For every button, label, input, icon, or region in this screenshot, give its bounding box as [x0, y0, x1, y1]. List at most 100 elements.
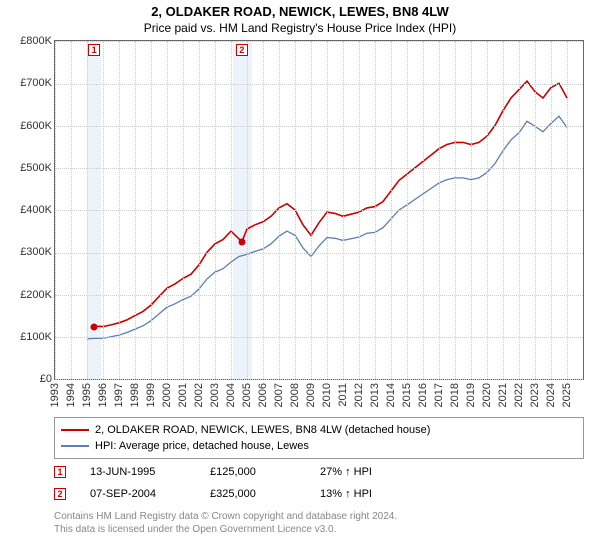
x-tick-label: 2010 — [321, 383, 333, 407]
sale-marker: 1 — [88, 44, 100, 56]
x-tick-label: 2004 — [225, 383, 237, 407]
grid-line — [231, 41, 232, 379]
grid-line — [247, 41, 248, 379]
y-tick-label: £600K — [2, 120, 52, 132]
x-tick-label: 2001 — [177, 383, 189, 407]
grid-line — [119, 41, 120, 379]
grid-line — [199, 41, 200, 379]
sale-price: £125,000 — [210, 466, 320, 478]
x-tick-label: 1997 — [113, 383, 125, 407]
grid-line — [71, 41, 72, 379]
sale-row: 2 07-SEP-2004£325,00013% ↑ HPI — [54, 483, 440, 505]
grid-line — [343, 41, 344, 379]
x-tick-label: 1999 — [145, 383, 157, 407]
sale-row: 1 13-JUN-1995£125,00027% ↑ HPI — [54, 461, 440, 483]
sale-date: 07-SEP-2004 — [90, 488, 210, 500]
sale-price: £325,000 — [210, 488, 320, 500]
x-tick-label: 2000 — [161, 383, 173, 407]
grid-line — [519, 41, 520, 379]
grid-line — [183, 41, 184, 379]
x-tick-label: 2016 — [417, 383, 429, 407]
grid-line — [487, 41, 488, 379]
grid-line — [167, 41, 168, 379]
legend-label: 2, OLDAKER ROAD, NEWICK, LEWES, BN8 4LW … — [95, 424, 430, 436]
grid-line — [151, 41, 152, 379]
sales-table: 1 13-JUN-1995£125,00027% ↑ HPI 2 07-SEP-200… — [54, 461, 440, 505]
sale-marker-icon: 2 — [54, 488, 66, 500]
grid-line — [391, 41, 392, 379]
x-tick-label: 2014 — [385, 383, 397, 407]
chart-plot-area: 12 — [54, 40, 584, 380]
legend-box: 2, OLDAKER ROAD, NEWICK, LEWES, BN8 4LW … — [54, 417, 584, 459]
sale-point-dot — [91, 323, 98, 330]
chart-title: 2, OLDAKER ROAD, NEWICK, LEWES, BN8 4LW — [0, 0, 600, 21]
x-tick-label: 1998 — [129, 383, 141, 407]
x-tick-label: 2021 — [497, 383, 509, 407]
grid-line — [215, 41, 216, 379]
grid-line — [455, 41, 456, 379]
x-tick-label: 2008 — [289, 383, 301, 407]
y-tick-label: £700K — [2, 77, 52, 89]
grid-line — [279, 41, 280, 379]
footnote: Contains HM Land Registry data © Crown c… — [54, 511, 397, 536]
legend-item: HPI: Average price, detached house, Lewe… — [61, 438, 577, 454]
grid-line — [439, 41, 440, 379]
legend-swatch — [61, 429, 89, 431]
x-tick-label: 2022 — [513, 383, 525, 407]
x-tick-label: 2005 — [241, 383, 253, 407]
x-tick-label: 2007 — [273, 383, 285, 407]
x-tick-label: 2003 — [209, 383, 221, 407]
sale-point-dot — [238, 239, 245, 246]
grid-line — [407, 41, 408, 379]
grid-line — [423, 41, 424, 379]
grid-line — [55, 41, 56, 379]
grid-line — [551, 41, 552, 379]
legend-item: 2, OLDAKER ROAD, NEWICK, LEWES, BN8 4LW … — [61, 422, 577, 438]
sale-delta: 13% ↑ HPI — [320, 488, 440, 500]
x-tick-label: 2002 — [193, 383, 205, 407]
series-line — [94, 82, 567, 328]
grid-line — [295, 41, 296, 379]
x-tick-label: 2012 — [353, 383, 365, 407]
grid-line — [327, 41, 328, 379]
x-tick-label: 2017 — [433, 383, 445, 407]
x-tick-label: 2024 — [545, 383, 557, 407]
x-tick-label: 1994 — [65, 383, 77, 407]
legend-swatch — [61, 445, 89, 447]
x-tick-label: 2015 — [401, 383, 413, 407]
grid-line — [535, 41, 536, 379]
y-tick-label: £800K — [2, 35, 52, 47]
y-tick-label: £400K — [2, 204, 52, 216]
grid-line — [103, 41, 104, 379]
grid-line — [503, 41, 504, 379]
y-tick-label: £300K — [2, 246, 52, 258]
sale-marker-icon: 1 — [54, 466, 66, 478]
x-tick-label: 2006 — [257, 383, 269, 407]
chart-subtitle: Price paid vs. HM Land Registry's House … — [0, 21, 600, 41]
x-tick-label: 2009 — [305, 383, 317, 407]
sale-delta: 27% ↑ HPI — [320, 466, 440, 478]
x-tick-label: 2013 — [369, 383, 381, 407]
y-tick-label: £500K — [2, 162, 52, 174]
y-tick-label: £200K — [2, 289, 52, 301]
footnote-line: Contains HM Land Registry data © Crown c… — [54, 511, 397, 524]
grid-line — [375, 41, 376, 379]
grid-line — [567, 41, 568, 379]
x-tick-label: 2019 — [465, 383, 477, 407]
x-tick-label: 2025 — [561, 383, 573, 407]
x-tick-label: 2018 — [449, 383, 461, 407]
grid-line — [87, 41, 88, 379]
x-tick-label: 2011 — [337, 383, 349, 407]
x-tick-label: 1993 — [49, 383, 61, 407]
y-tick-label: £0 — [2, 373, 52, 385]
grid-line — [55, 379, 583, 380]
x-tick-label: 2023 — [529, 383, 541, 407]
legend-label: HPI: Average price, detached house, Lewe… — [95, 440, 309, 452]
x-tick-label: 1996 — [97, 383, 109, 407]
grid-line — [263, 41, 264, 379]
x-tick-label: 1995 — [81, 383, 93, 407]
sale-date: 13-JUN-1995 — [90, 466, 210, 478]
grid-line — [471, 41, 472, 379]
y-tick-label: £100K — [2, 331, 52, 343]
footnote-line: This data is licensed under the Open Gov… — [54, 524, 397, 537]
